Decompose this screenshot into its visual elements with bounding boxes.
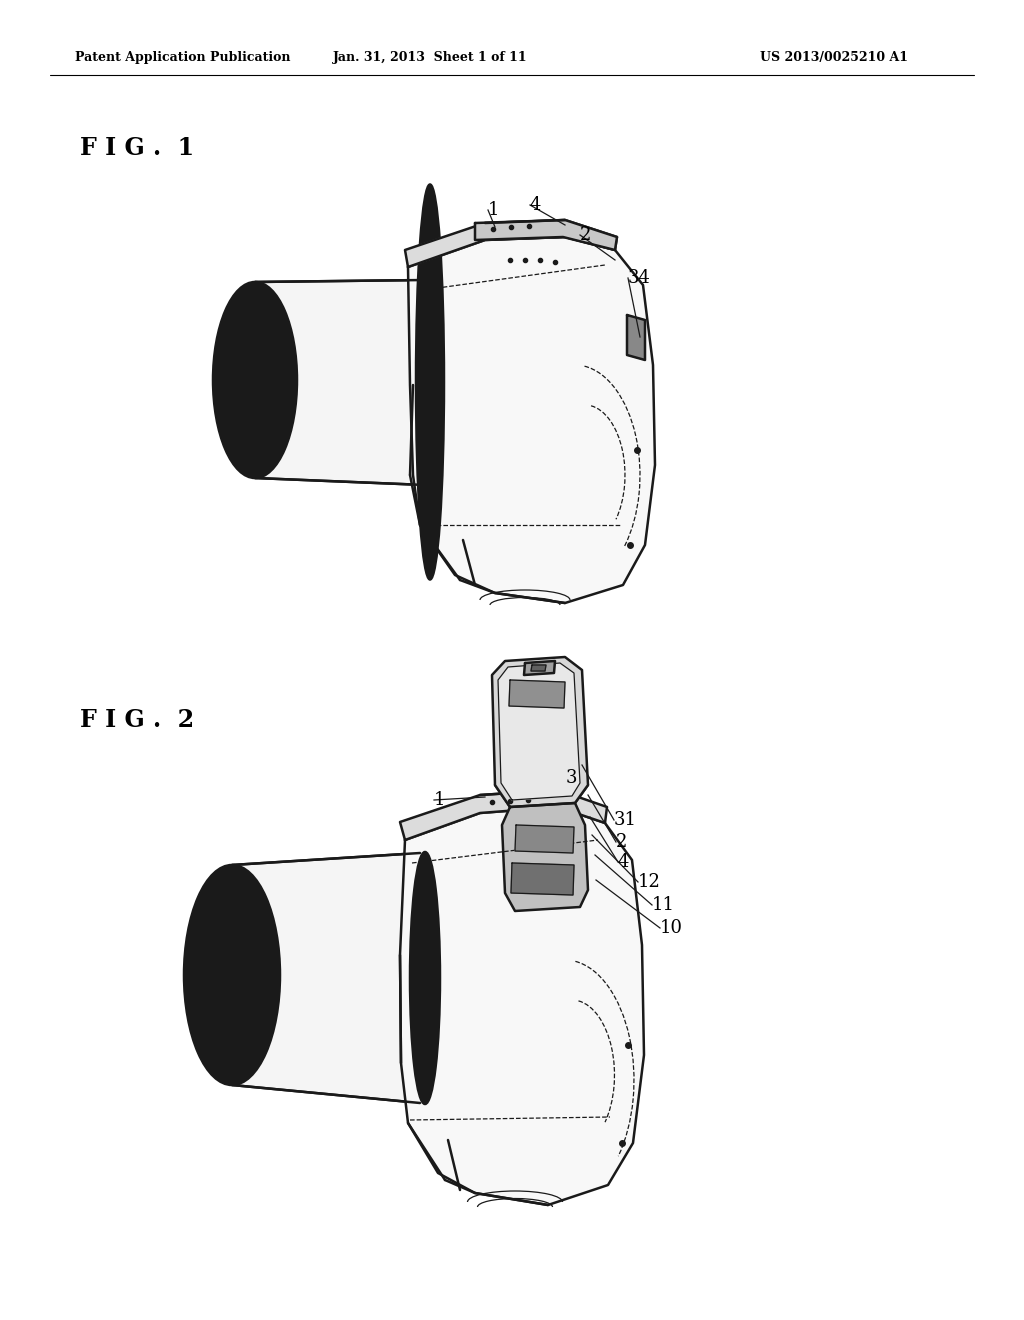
Text: F I G .  2: F I G . 2 [80, 708, 195, 733]
Polygon shape [400, 807, 644, 1205]
Text: 31: 31 [614, 810, 637, 829]
Polygon shape [255, 280, 444, 484]
Polygon shape [524, 661, 555, 675]
Text: 10: 10 [660, 919, 683, 937]
Polygon shape [400, 789, 607, 840]
Ellipse shape [212, 929, 252, 1022]
Ellipse shape [410, 851, 440, 1104]
Ellipse shape [416, 185, 444, 579]
Polygon shape [232, 853, 435, 1104]
Text: Jan. 31, 2013  Sheet 1 of 11: Jan. 31, 2013 Sheet 1 of 11 [333, 51, 527, 65]
Text: 2: 2 [580, 226, 592, 244]
Polygon shape [498, 663, 580, 800]
Text: 34: 34 [628, 269, 651, 286]
Text: Patent Application Publication: Patent Application Publication [75, 51, 291, 65]
Polygon shape [511, 863, 574, 895]
Polygon shape [408, 238, 655, 603]
Text: 1: 1 [434, 791, 445, 809]
Ellipse shape [196, 892, 268, 1057]
Polygon shape [509, 680, 565, 708]
Polygon shape [406, 220, 617, 267]
Polygon shape [492, 657, 588, 807]
Polygon shape [531, 665, 546, 671]
Text: 4: 4 [530, 195, 542, 214]
Text: US 2013/0025210 A1: US 2013/0025210 A1 [760, 51, 908, 65]
Polygon shape [515, 825, 574, 853]
Polygon shape [627, 315, 645, 360]
Polygon shape [475, 220, 617, 249]
Ellipse shape [213, 282, 297, 478]
Ellipse shape [238, 339, 272, 421]
Text: F I G .  1: F I G . 1 [80, 136, 195, 160]
Text: 12: 12 [638, 873, 660, 891]
Text: 2: 2 [616, 833, 628, 851]
Polygon shape [502, 803, 588, 911]
Ellipse shape [223, 306, 287, 454]
Text: 11: 11 [652, 896, 675, 913]
Text: 3: 3 [566, 770, 578, 787]
Text: 1: 1 [488, 201, 500, 219]
Ellipse shape [184, 865, 280, 1085]
Text: 4: 4 [618, 853, 630, 871]
